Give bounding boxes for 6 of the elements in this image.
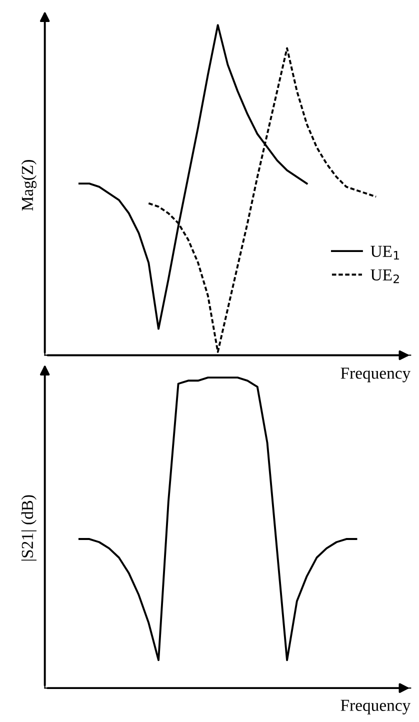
x-axis-title: Frequency (340, 700, 411, 714)
x-axis-title: Frequency (340, 368, 411, 382)
legend-label: UE$_{1}$ (370, 246, 400, 260)
y-axis-title: |S21| (dB) (21, 495, 36, 561)
legend-label: UE$_{2}$ (370, 269, 399, 284)
y-axis-title: Mag(Z) (21, 160, 36, 211)
